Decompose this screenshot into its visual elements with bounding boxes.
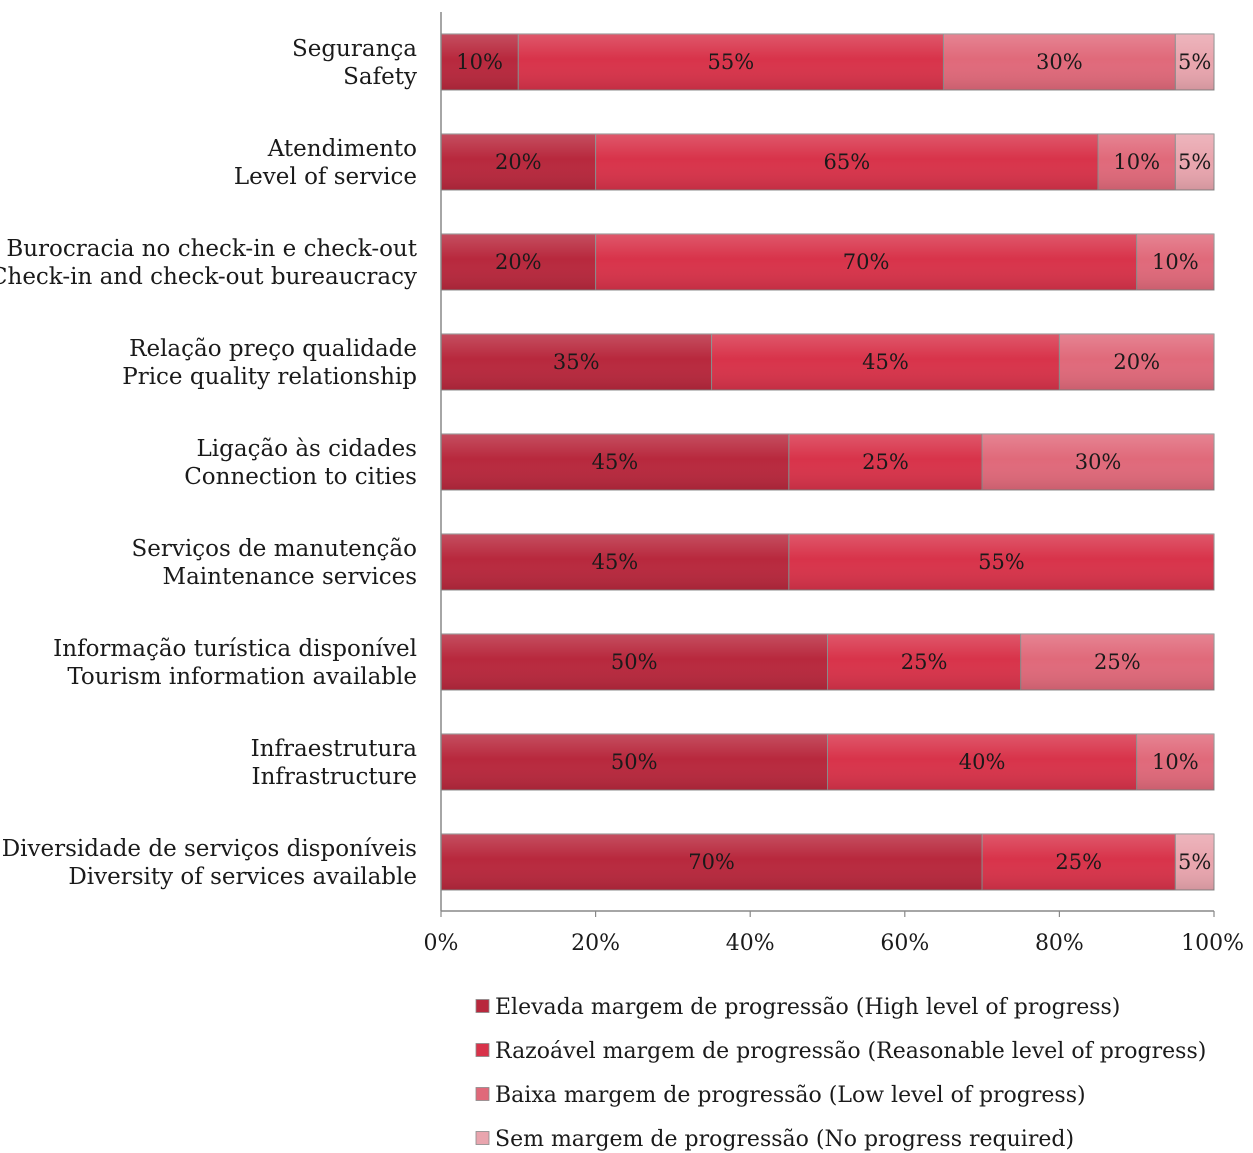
x-tick-label: 40%: [726, 931, 775, 956]
data-label: 5%: [1178, 850, 1211, 874]
data-label: 45%: [862, 350, 909, 374]
data-label: 10%: [456, 50, 503, 74]
legend-swatch: [475, 1087, 490, 1101]
category-label: Infraestrutura Infrastructure: [251, 736, 418, 790]
data-label: 25%: [862, 450, 909, 474]
data-label: 25%: [1094, 650, 1141, 674]
x-tick-label: 0%: [424, 931, 459, 956]
data-label: 55%: [708, 50, 755, 74]
data-label: 70%: [843, 250, 890, 274]
category-label: Segurança Safety: [292, 36, 417, 90]
data-label: 45%: [592, 550, 639, 574]
data-label: 55%: [978, 550, 1025, 574]
x-tick-label: 60%: [880, 931, 929, 956]
data-label: 30%: [1075, 450, 1122, 474]
data-label: 5%: [1178, 50, 1211, 74]
legend-swatch: [475, 999, 490, 1013]
data-label: 50%: [611, 650, 658, 674]
data-label: 45%: [592, 450, 639, 474]
legend-label: Razoável margem de progressão (Reasonabl…: [495, 1039, 1206, 1064]
data-label: 20%: [495, 250, 542, 274]
data-label: 5%: [1178, 150, 1211, 174]
data-label: 10%: [1113, 150, 1160, 174]
x-tick-label: 20%: [571, 931, 620, 956]
legend-label: Baixa margem de progressão (Low level of…: [495, 1083, 1086, 1108]
data-label: 20%: [1113, 350, 1160, 374]
data-label: 50%: [611, 750, 658, 774]
category-label: Informação turística disponível Tourism i…: [53, 636, 417, 690]
legend-label: Sem margem de progressão (No progress re…: [495, 1127, 1074, 1152]
data-label: 20%: [495, 150, 542, 174]
data-label: 25%: [1055, 850, 1102, 874]
data-label: 40%: [959, 750, 1006, 774]
data-label: 10%: [1152, 750, 1199, 774]
data-label: 30%: [1036, 50, 1083, 74]
x-tick-label: 80%: [1035, 931, 1084, 956]
category-label: Diversidade de serviços disponíveis Diver…: [2, 836, 417, 890]
category-label: Relação preço qualidade Price quality rel…: [122, 336, 417, 390]
data-label: 65%: [823, 150, 870, 174]
category-label: Ligação às cidades Connection to cities: [184, 436, 417, 490]
legend-swatch: [475, 1043, 490, 1057]
legend-swatch: [475, 1131, 490, 1145]
x-tick-label: 100%: [1181, 931, 1244, 956]
category-label: Burocracia no check-in e check-out Check-…: [0, 236, 418, 290]
legend-label: Elevada margem de progressão (High level…: [495, 995, 1120, 1020]
category-label: Serviços de manutenção Maintenance servic…: [132, 536, 417, 590]
data-label: 10%: [1152, 250, 1199, 274]
data-label: 70%: [688, 850, 735, 874]
data-label: 25%: [901, 650, 948, 674]
category-label: Atendimento Level of service: [234, 136, 417, 190]
data-label: 35%: [553, 350, 600, 374]
